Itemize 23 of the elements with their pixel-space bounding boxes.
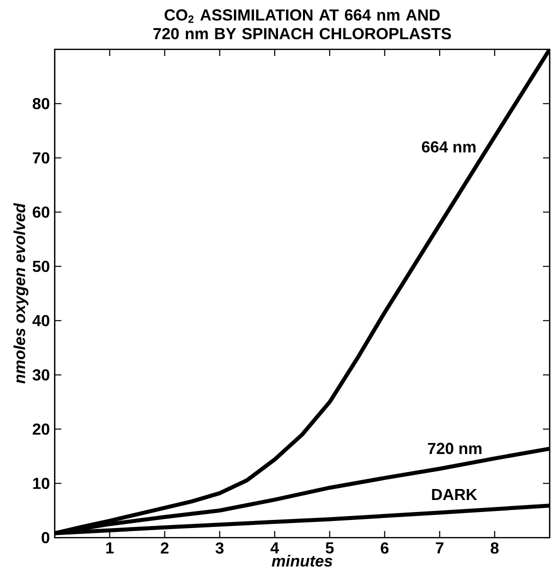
y-axis-title: nmoles oxygen evolved (13, 202, 28, 384)
series-label: 664 nm (422, 141, 476, 153)
y-tick-label: 20 (32, 423, 50, 435)
y-tick-label: 0 (42, 532, 50, 544)
x-tick-label: 1 (106, 542, 114, 554)
series-label: DARK (432, 488, 478, 500)
x-tick-label: 4 (270, 542, 280, 554)
y-tick-label: 60 (32, 206, 50, 218)
y-tick-label: 10 (33, 478, 50, 490)
x-tick-label: 8 (490, 542, 499, 554)
y-tick-label: 50 (32, 260, 50, 272)
x-tick-label: 5 (326, 542, 334, 554)
x-tick-label: 6 (380, 542, 389, 554)
y-tick-label: 80 (32, 98, 50, 110)
y-tick-label: 30 (32, 369, 50, 381)
x-tick-label: 2 (160, 542, 168, 554)
x-tick-label: 3 (216, 542, 224, 554)
y-tick-label: 70 (32, 152, 50, 164)
x-axis-title: minutes (272, 554, 332, 567)
x-tick-label: 7 (436, 542, 444, 554)
y-tick-label: 40 (32, 314, 50, 326)
series-label: 720 nm (428, 442, 482, 454)
chart-title: CO$_{2}$ ASSIMILATION AT 664 nm AND 720 nm BY SPINACH CHLOROPLASTS (153, 9, 451, 40)
